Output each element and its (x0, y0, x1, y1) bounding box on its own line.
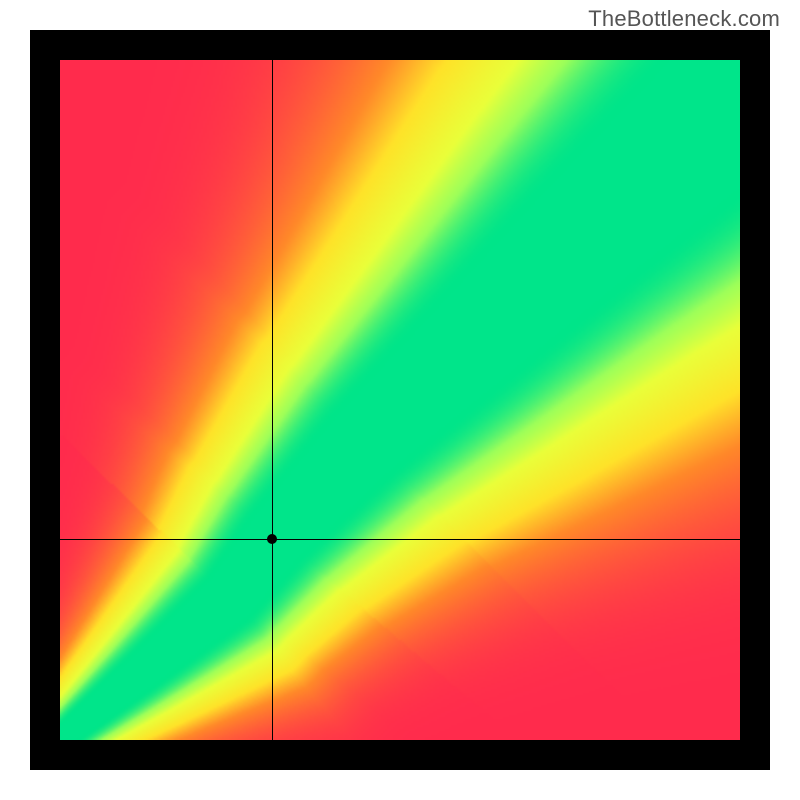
crosshair-vertical (272, 60, 273, 740)
heatmap-canvas (60, 60, 740, 740)
crosshair-horizontal (60, 539, 740, 540)
chart-container: TheBottleneck.com (0, 0, 800, 800)
watermark-text: TheBottleneck.com (588, 6, 780, 32)
